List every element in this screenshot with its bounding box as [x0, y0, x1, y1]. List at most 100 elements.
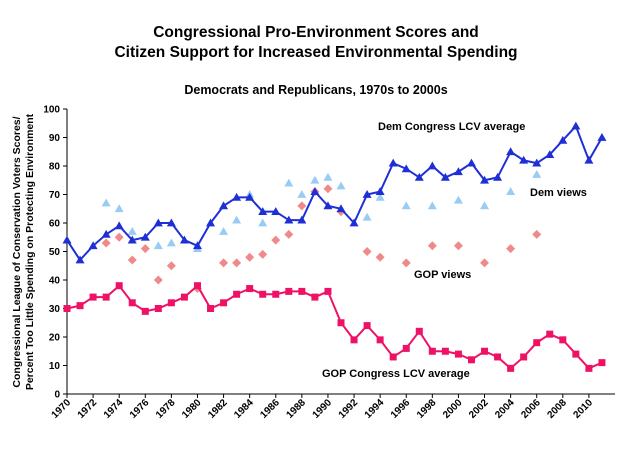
data-point: [532, 229, 542, 239]
data-point: [206, 218, 216, 227]
y-tick-label: 10: [49, 361, 61, 372]
data-point: [584, 155, 594, 164]
data-point: [140, 232, 150, 241]
data-point: [533, 339, 541, 347]
data-point: [75, 255, 85, 264]
data-point: [571, 121, 581, 130]
data-point: [310, 187, 320, 196]
series-gop-views: [101, 184, 542, 294]
y-tick-label: 30: [49, 304, 61, 315]
data-point: [519, 155, 529, 164]
y-tick-label: 0: [54, 390, 60, 401]
data-point: [558, 135, 568, 144]
data-point: [506, 244, 516, 254]
data-point: [258, 249, 268, 259]
series-gop-congress-lcv-average: [63, 282, 606, 372]
data-point: [284, 178, 294, 187]
data-point: [427, 201, 437, 210]
x-tick-label: 1970: [50, 397, 74, 421]
data-point: [297, 215, 307, 224]
x-tick-label: 1988: [284, 397, 308, 421]
y-tick-label: 90: [49, 133, 61, 144]
y-axis-label-line1: Congressional League of Conservation Vot…: [11, 116, 23, 387]
data-point: [428, 347, 436, 355]
data-point: [128, 299, 136, 307]
data-point: [88, 241, 98, 250]
x-tick-label: 1992: [337, 397, 361, 421]
data-point: [246, 285, 254, 293]
data-point: [441, 347, 449, 355]
data-point: [179, 235, 189, 244]
series-dem-congress-lcv-average: [62, 121, 607, 264]
data-point: [101, 229, 111, 238]
data-point: [207, 305, 215, 312]
y-tick-label: 20: [49, 333, 61, 344]
y-tick-label: 60: [49, 219, 61, 230]
data-point: [310, 175, 320, 184]
data-point: [362, 190, 372, 198]
data-point: [375, 252, 385, 262]
data-point: [298, 287, 306, 295]
data-point: [89, 293, 97, 301]
annotation-gop-views: GOP views: [414, 269, 471, 281]
x-tick-label: 1980: [180, 397, 204, 421]
data-point: [63, 305, 71, 312]
annotation-dem-views: Dem views: [530, 187, 587, 199]
x-tick-label: 2006: [519, 397, 543, 421]
data-point: [427, 241, 437, 251]
data-point: [402, 344, 410, 352]
x-tick-label: 1976: [128, 397, 152, 421]
data-point: [284, 229, 294, 239]
data-point: [62, 235, 72, 244]
x-tick-label: 1984: [232, 397, 256, 421]
series-dem-views: [101, 170, 542, 253]
data-point: [219, 201, 229, 210]
data-point: [272, 290, 280, 298]
data-point: [493, 172, 503, 181]
data-point: [166, 238, 176, 247]
data-point: [284, 215, 294, 224]
series-layer: [62, 121, 607, 372]
data-point: [323, 201, 333, 210]
data-point: [311, 293, 319, 301]
data-point: [453, 241, 463, 251]
data-point: [167, 299, 175, 307]
data-point: [153, 241, 163, 250]
annotation-gop-congress: GOP Congress LCV average: [322, 368, 470, 380]
annotation-dem-congress: Dem Congress LCV average: [378, 121, 525, 133]
data-point: [101, 198, 111, 207]
data-point: [76, 302, 84, 310]
data-point: [220, 299, 228, 307]
data-point: [467, 356, 475, 364]
data-point: [245, 252, 255, 262]
data-point: [506, 147, 516, 156]
data-point: [545, 150, 555, 158]
data-point: [114, 221, 124, 230]
y-tick-label: 80: [49, 162, 61, 173]
data-point: [271, 207, 281, 215]
data-point: [480, 175, 490, 184]
data-point: [219, 258, 229, 268]
data-point: [233, 290, 241, 298]
data-point: [401, 258, 411, 268]
data-point: [572, 350, 580, 358]
data-point: [271, 235, 281, 245]
x-tick-label: 2004: [493, 397, 517, 421]
data-point: [232, 192, 242, 201]
x-tick-label: 1972: [76, 397, 100, 421]
y-axis-label: Congressional League of Conservation Vot…: [11, 113, 36, 390]
y-tick-label: 40: [49, 276, 61, 287]
data-point: [153, 218, 163, 227]
data-point: [375, 192, 385, 201]
data-point: [362, 212, 372, 221]
y-axis-label-line2: Percent Too Little Spending on Protectin…: [24, 113, 36, 390]
data-point: [532, 158, 542, 167]
data-point: [127, 235, 137, 244]
chart-title-line1: Congressional Pro-Environment Scores and: [153, 24, 479, 41]
data-point: [154, 305, 162, 312]
data-point: [598, 359, 606, 367]
data-point: [285, 287, 293, 295]
data-point: [102, 293, 110, 301]
data-point: [363, 322, 371, 330]
